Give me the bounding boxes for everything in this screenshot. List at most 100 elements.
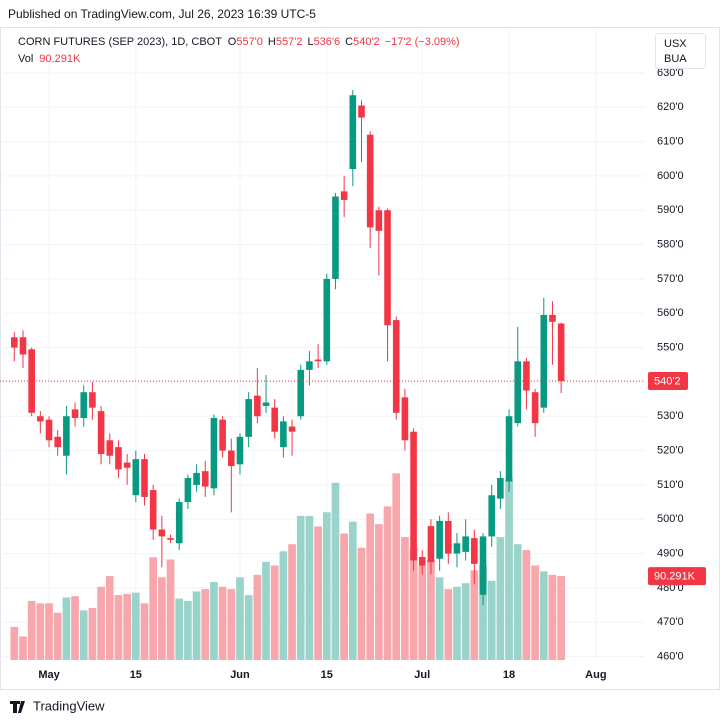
candle-body — [340, 191, 348, 200]
volume-bar — [253, 574, 262, 660]
candle-body — [228, 450, 235, 467]
candle-body — [453, 543, 461, 554]
currency: USX — [664, 38, 687, 50]
candle-body — [505, 416, 513, 482]
legend-value: 536'6 — [314, 36, 341, 48]
candle-body — [245, 399, 252, 437]
candle-body — [314, 359, 322, 362]
legend-value: 557'2 — [276, 36, 303, 48]
y-tick-label: 580'0 — [657, 238, 684, 250]
volume-bar — [105, 576, 114, 660]
x-tick-label: May — [38, 669, 60, 681]
candle-body — [262, 402, 270, 406]
candle-body — [201, 471, 209, 487]
volume-bar — [123, 593, 131, 660]
x-tick-label: Jul — [414, 669, 430, 681]
volume-bar — [192, 591, 201, 660]
candle-body — [462, 536, 469, 552]
candle-body — [332, 196, 339, 279]
candles — [11, 90, 565, 606]
candle-body — [531, 392, 539, 424]
volume-bar — [505, 478, 513, 660]
candle-body — [123, 462, 131, 468]
candle-body — [45, 419, 53, 441]
candle-body — [471, 538, 478, 564]
candle-body — [80, 392, 88, 418]
candle-body — [175, 502, 183, 544]
candle-body — [280, 421, 287, 448]
candle-body — [219, 419, 226, 451]
tv-logo — [10, 701, 25, 713]
y-tick-label: 500'0 — [657, 513, 684, 525]
volume-bar — [236, 577, 244, 660]
candle-body — [19, 337, 27, 355]
candle-body — [132, 459, 140, 496]
volume-bar — [175, 598, 184, 660]
publisher: Published on TradingView.com, Jul 26, 20… — [8, 7, 316, 21]
legend-value: 557'0 — [236, 36, 263, 48]
volume-bar — [10, 626, 19, 660]
volume-bar — [322, 512, 331, 660]
candle-body — [184, 478, 192, 503]
legend-key: L — [307, 36, 313, 48]
volume-bar — [218, 586, 227, 660]
candle-body — [540, 314, 548, 408]
last-price-box — [648, 372, 688, 391]
volume-bar — [270, 565, 279, 660]
y-tick-label: 460'0 — [657, 650, 684, 662]
candle-body — [410, 431, 417, 561]
y-tick-label: 470'0 — [657, 616, 684, 628]
volume-bar — [331, 482, 340, 660]
volume-bar — [19, 636, 27, 660]
y-tick-label: 600'0 — [657, 170, 684, 182]
candle-body — [236, 436, 244, 465]
volume-bar — [435, 577, 444, 660]
volume-bar — [548, 574, 557, 660]
candle-body — [488, 495, 495, 537]
volume-bar — [470, 570, 479, 660]
volume-bar — [418, 565, 427, 660]
volume-bar — [383, 506, 392, 660]
legend-line: CORN FUTURES (SEP 2023), 1D, CBOT O557'0 H… — [18, 36, 460, 48]
volume-bar — [71, 596, 79, 660]
volume-bar — [409, 547, 418, 660]
y-tick-label: 610'0 — [657, 135, 684, 147]
volume-bar — [131, 592, 140, 660]
candle-body — [37, 416, 44, 422]
y-tick-label: 530'0 — [657, 410, 684, 422]
volume-bar — [114, 595, 123, 660]
volume-bar — [62, 597, 71, 660]
candle-body — [11, 337, 18, 348]
y-tick-label: 490'0 — [657, 547, 684, 559]
volume-bar — [166, 559, 175, 660]
volume-bar — [392, 473, 401, 660]
volume-bar — [262, 561, 270, 660]
candle-body — [375, 210, 383, 231]
y-tick-label: 510'0 — [657, 479, 684, 491]
currency-box[interactable] — [655, 33, 706, 69]
volume-bar — [201, 589, 210, 660]
overlay: 540'2 90.291K — [0, 372, 706, 586]
y-tick-label: 550'0 — [657, 341, 684, 353]
volume-value-label: 90.291K — [654, 571, 696, 583]
candle-body — [71, 409, 79, 418]
volume-bar — [158, 577, 166, 660]
volume-bar — [513, 544, 522, 660]
legend-volume-name: Vol — [18, 53, 33, 65]
candle-body — [497, 478, 504, 499]
candle-body — [28, 349, 35, 413]
candle-body — [54, 436, 61, 448]
volume-bar — [53, 612, 62, 660]
volume-bar — [401, 537, 409, 660]
candle-body — [349, 95, 357, 170]
volume-value-box — [648, 567, 706, 586]
volume-bar — [366, 513, 375, 660]
y-tick-label: 570'0 — [657, 273, 684, 285]
legend-key: C — [345, 36, 353, 48]
volume-bar — [496, 537, 505, 660]
legend-value: 540'2 — [353, 36, 380, 48]
footer-brand: TradingView — [33, 698, 105, 713]
volume-bar — [444, 589, 453, 660]
